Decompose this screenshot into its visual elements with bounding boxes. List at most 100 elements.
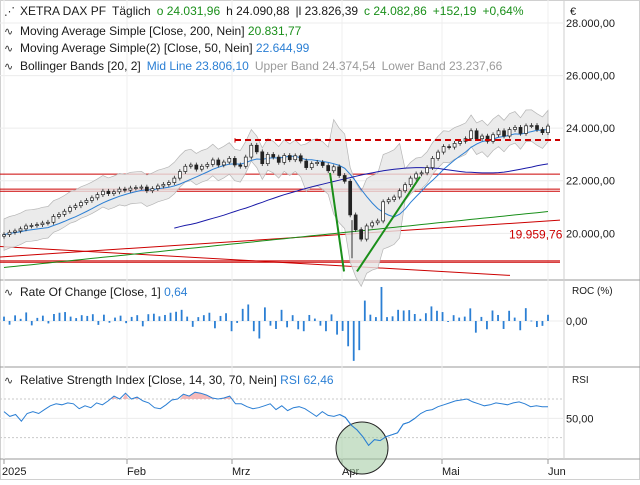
candle-body xyxy=(524,125,528,134)
rsi-line-overlay xyxy=(339,414,416,447)
roc-bar xyxy=(41,315,44,321)
roc-bar xyxy=(486,321,488,330)
rsi-label: Relative Strength Index [Close, 14, 30, … xyxy=(20,373,277,387)
bollinger-band xyxy=(3,109,549,288)
roc-bar xyxy=(352,321,355,361)
open-value: o 24.031,96 xyxy=(156,4,221,18)
low-value: l 23.826,39 xyxy=(298,4,359,18)
rsi-legend[interactable]: ∿ Relative Strength Index [Close, 14, 30,… xyxy=(4,373,334,388)
roc-bar xyxy=(25,312,28,321)
roc-bar xyxy=(3,316,5,321)
roc-bar xyxy=(430,306,433,321)
rsi-line xyxy=(3,391,548,447)
candle-body xyxy=(7,231,12,235)
candle-body xyxy=(117,188,122,193)
roc-bar xyxy=(91,314,94,321)
roc-bar xyxy=(263,307,266,321)
time-tick-label: Mai xyxy=(442,466,460,478)
roc-bar xyxy=(302,321,305,332)
roc-bar xyxy=(214,321,216,329)
candle-body xyxy=(348,180,353,216)
rsi-overbought-fill xyxy=(111,396,117,399)
roc-bar xyxy=(64,312,66,321)
candle-body xyxy=(474,130,479,140)
roc-bar xyxy=(152,313,155,321)
candle-body xyxy=(199,165,204,170)
roc-axis-title: ROC (%) xyxy=(572,286,613,297)
candle-body xyxy=(221,161,226,166)
rsi-tick-label: 50,00 xyxy=(566,413,594,425)
candle-body xyxy=(106,190,111,194)
candle-body xyxy=(156,185,160,189)
candle-body xyxy=(238,164,243,167)
candle-body xyxy=(194,164,199,170)
bb-legend[interactable]: ∿ Bollinger Bands [20, 2] Mid Line 23.806,… xyxy=(4,59,502,74)
roc-bar xyxy=(197,317,200,321)
candle-body xyxy=(408,177,413,186)
candle-body xyxy=(205,164,210,167)
roc-bar xyxy=(402,310,405,321)
change-value: +152,19 xyxy=(432,4,477,18)
candle-body xyxy=(112,191,116,194)
roc-bar xyxy=(103,314,105,321)
roc-bar xyxy=(53,314,55,321)
roc-bar xyxy=(114,317,116,321)
candle-body xyxy=(145,186,149,192)
symbol-label: XETRA DAX PF xyxy=(20,4,107,18)
roc-bar xyxy=(119,315,122,321)
roc-bar xyxy=(369,314,372,321)
candle-body xyxy=(46,221,50,224)
currency-label: € xyxy=(570,6,577,18)
roc-bar xyxy=(524,308,527,321)
candle-body xyxy=(485,135,490,142)
rsi-value: RSI 62,46 xyxy=(280,373,334,387)
roc-bar xyxy=(535,321,538,328)
ma200-line xyxy=(3,211,549,268)
ma200-legend[interactable]: ∿ Moving Average Simple [Close, 200, Nein… xyxy=(4,24,301,39)
roc-bar xyxy=(330,314,333,321)
time-tick-label: Mrz xyxy=(232,466,250,478)
candle-body xyxy=(370,222,375,227)
candle-body xyxy=(480,135,484,140)
roc-bar xyxy=(530,320,533,322)
roc-legend[interactable]: ∿ Rate Of Change [Close, 1] 0,64 xyxy=(4,285,187,300)
candle-body xyxy=(540,129,545,133)
candle-body xyxy=(414,173,418,179)
candle-body xyxy=(496,130,501,136)
candle-body xyxy=(353,214,358,230)
candle-body xyxy=(40,222,45,225)
roc-bar xyxy=(75,318,78,321)
roc-bar xyxy=(419,318,422,321)
ohlc-icon: ⋰ xyxy=(4,6,15,18)
candle-body xyxy=(381,201,386,222)
candle-body xyxy=(364,225,369,240)
roc-bar xyxy=(47,321,50,324)
rsi-axis-title: RSI xyxy=(572,375,589,386)
candle-body xyxy=(491,134,495,142)
roc-bar xyxy=(436,310,438,321)
ma50-legend[interactable]: ∿ Moving Average Simple(2) [Close, 50, Ne… xyxy=(4,41,309,56)
roc-bar xyxy=(313,318,316,321)
roc-label: Rate Of Change [Close, 1] xyxy=(20,285,161,299)
roc-bar xyxy=(241,308,244,321)
roc-bar xyxy=(180,309,183,321)
support-trendline xyxy=(0,219,561,258)
candle-body xyxy=(386,199,391,203)
roc-bar xyxy=(513,317,516,321)
candle-body xyxy=(320,161,325,166)
price-tick-label: 20.000,00 xyxy=(566,228,615,240)
trendline-down xyxy=(329,172,345,272)
time-tick-label: 2025 xyxy=(2,466,26,478)
roc-bar xyxy=(497,314,499,321)
candle-body xyxy=(298,155,303,162)
interval-label[interactable]: Täglich xyxy=(112,4,151,18)
candle-body xyxy=(188,164,193,167)
candle-body xyxy=(29,225,34,227)
roc-bar xyxy=(469,308,472,321)
candle-body xyxy=(287,155,292,161)
roc-bar xyxy=(458,317,461,321)
candle-body xyxy=(18,228,23,232)
bollinger-mid-line xyxy=(3,129,549,236)
